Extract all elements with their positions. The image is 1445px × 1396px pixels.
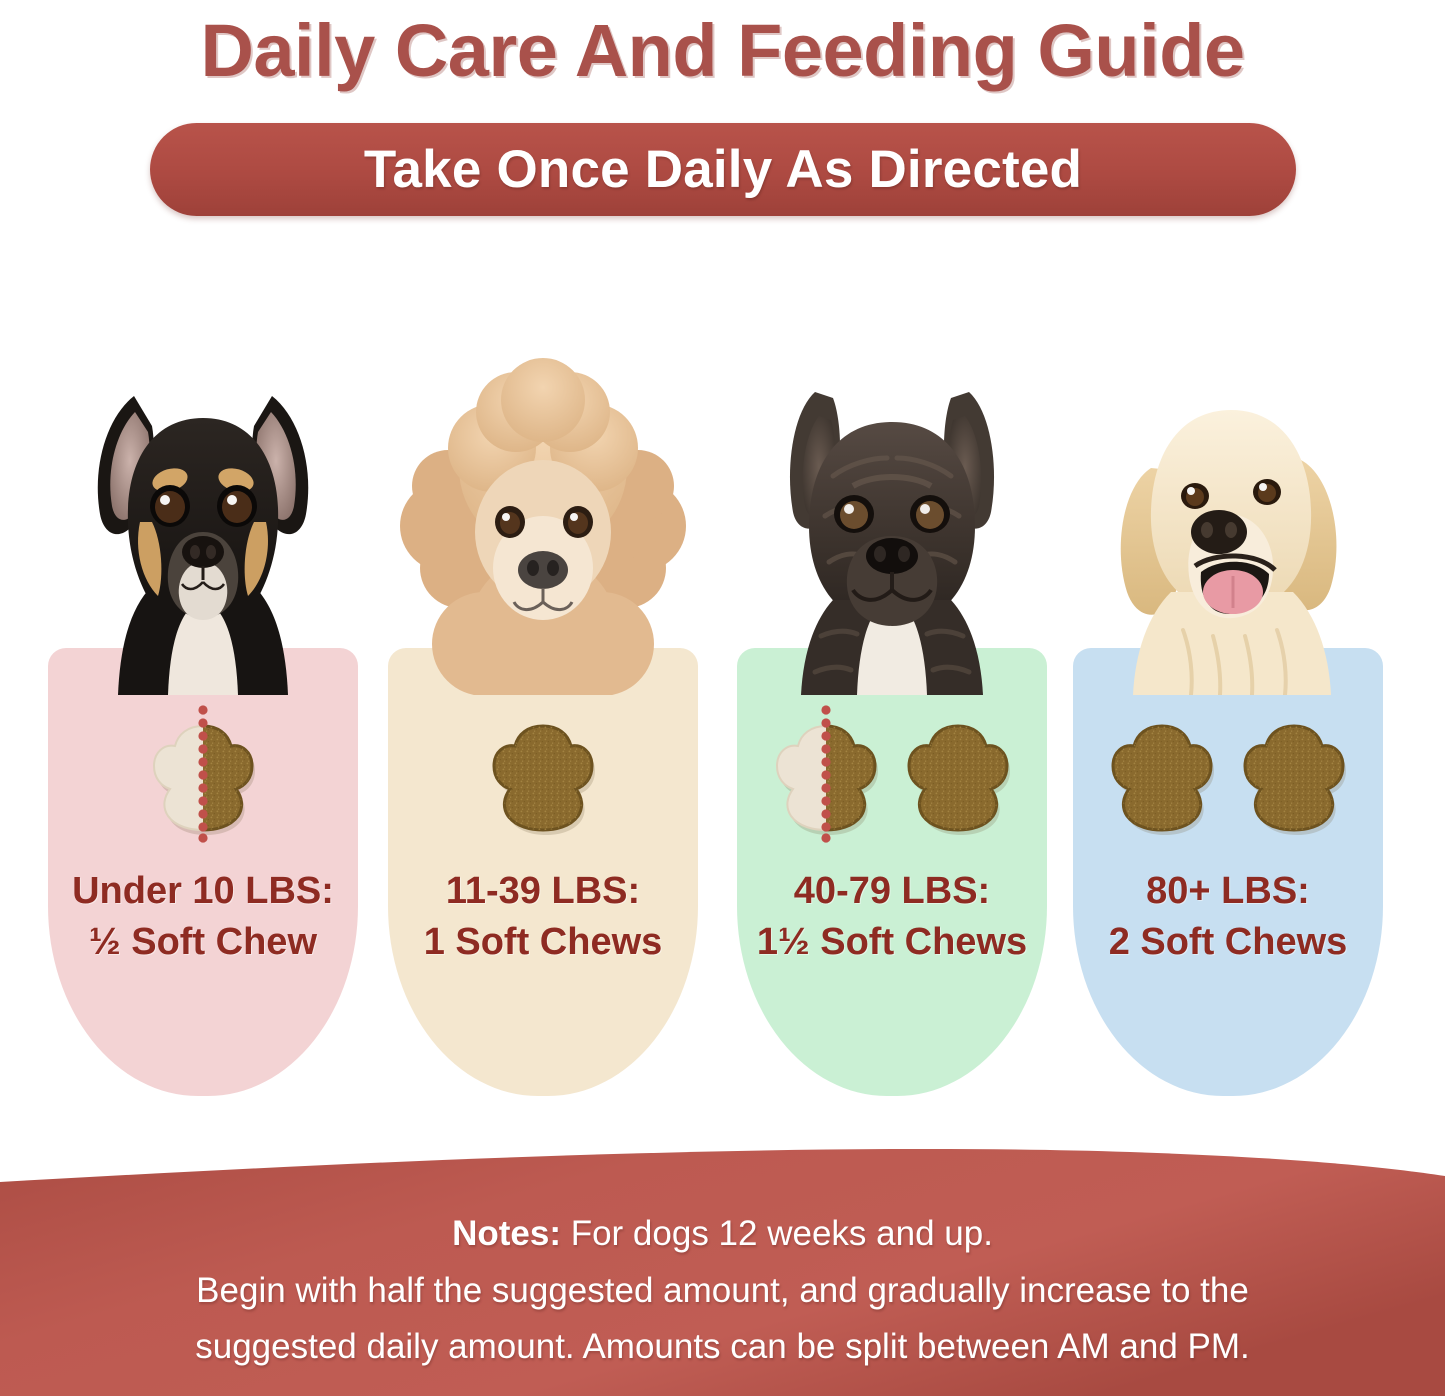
split-dotted-line: [198, 705, 208, 843]
chew-illustration-group: [737, 688, 1047, 858]
notes-band: Notes: For dogs 12 weeks and up. Begin w…: [0, 1130, 1445, 1396]
notes-line-1-rest: For dogs 12 weeks and up.: [560, 1214, 993, 1253]
dosage-text: 80+ LBS: 2 Soft Chews: [1073, 866, 1383, 968]
chew-illustration-group: [388, 688, 698, 858]
chew-full: [484, 708, 602, 838]
dosage-text: Under 10 LBS: ½ Soft Chew: [48, 866, 358, 968]
notes-line-1: Notes: For dogs 12 weeks and up.: [58, 1206, 1387, 1263]
dog-photo-chihuahua: [48, 300, 358, 695]
chew-half: [144, 705, 262, 843]
dosage-card-under-10-lbs: Under 10 LBS: ½ Soft Chew: [48, 300, 358, 1100]
notes-band-background: [0, 1148, 1445, 1396]
dosage-text: 40-79 LBS: 1½ Soft Chews: [737, 866, 1047, 968]
dosage-amount: 1½ Soft Chews: [756, 920, 1028, 963]
dosage-card-80-plus-lbs: 80+ LBS: 2 Soft Chews: [1073, 300, 1383, 1100]
chew-full: [1103, 708, 1221, 838]
notes-label: Notes:: [452, 1214, 561, 1253]
dosage-amount: 2 Soft Chews: [1108, 920, 1348, 963]
dosage-weight-range: 80+ LBS:: [1146, 870, 1310, 912]
dog-photo-french-bulldog: [737, 300, 1047, 695]
dosage-weight-range: 40-79 LBS:: [793, 870, 991, 912]
notes-text: Notes: For dogs 12 weeks and up. Begin w…: [0, 1206, 1445, 1376]
dosage-card-panel: 40-79 LBS: 1½ Soft Chews: [737, 648, 1047, 1096]
dosage-card-40-79-lbs: 40-79 LBS: 1½ Soft Chews: [737, 300, 1047, 1100]
notes-line-2: Begin with half the suggested amount, an…: [196, 1270, 1249, 1310]
chew-full: [1235, 708, 1353, 838]
dosage-card-panel: Under 10 LBS: ½ Soft Chew: [48, 648, 358, 1096]
split-dotted-line: [821, 705, 831, 843]
dosage-amount: ½ Soft Chew: [88, 920, 318, 963]
page-title: Daily Care And Feeding Guide: [200, 9, 1245, 92]
dosage-weight-range: 11-39 LBS:: [445, 870, 641, 912]
dosage-card-panel: 80+ LBS: 2 Soft Chews: [1073, 648, 1383, 1096]
directions-banner-label: Take Once Daily As Directed: [363, 140, 1083, 199]
chew-half: [767, 705, 885, 843]
dosage-text: 11-39 LBS: 1 Soft Chews: [388, 866, 698, 968]
dog-photo-poodle: [388, 300, 698, 695]
dosage-card-11-39-lbs: 11-39 LBS: 1 Soft Chews: [388, 300, 698, 1100]
dog-photo-golden-retriever: [1073, 300, 1383, 695]
dosage-amount: 1 Soft Chews: [423, 920, 663, 963]
chew-illustration-group: [48, 688, 358, 858]
chew-full: [899, 708, 1017, 838]
directions-banner: Take Once Daily As Directed: [150, 123, 1296, 216]
chew-illustration-group: [1073, 688, 1383, 858]
dosage-cards-row: Under 10 LBS: ½ Soft Chew: [0, 300, 1445, 1100]
dosage-card-panel: 11-39 LBS: 1 Soft Chews: [388, 648, 698, 1096]
dosage-weight-range: Under 10 LBS:: [72, 870, 334, 912]
notes-line-3: suggested daily amount. Amounts can be s…: [195, 1327, 1250, 1367]
